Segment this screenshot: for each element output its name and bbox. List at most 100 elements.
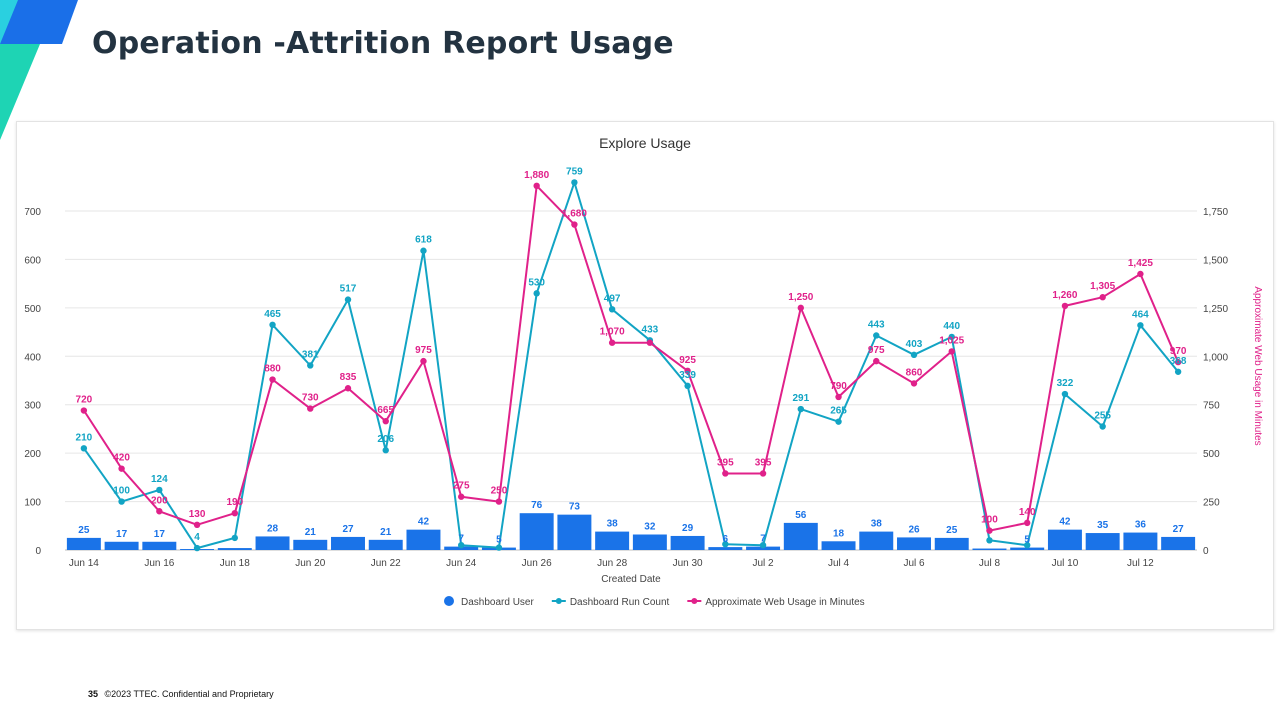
chart-title: Explore Usage	[599, 135, 691, 151]
run-count-data-label: 255	[1094, 411, 1111, 422]
run-count-data-label: 210	[76, 432, 93, 443]
run-count-point	[948, 333, 955, 341]
legend-label: Dashboard User	[461, 597, 534, 608]
bar-dashboard-user	[142, 541, 177, 550]
x-axis-title: Created Date	[601, 574, 661, 585]
bar-dashboard-user	[406, 529, 441, 550]
web-usage-data-label: 730	[302, 393, 319, 404]
bar-dashboard-user	[972, 548, 1007, 550]
run-count-point	[759, 541, 767, 549]
web-usage-point	[797, 304, 804, 312]
web-usage-data-label: 100	[981, 515, 998, 526]
run-count-data-label: 265	[830, 406, 847, 417]
bar-data-label: 73	[569, 502, 581, 513]
web-usage-point	[80, 407, 88, 414]
run-count-point	[1174, 368, 1182, 375]
bar-data-label: 56	[795, 510, 807, 521]
run-count-point	[835, 418, 842, 425]
bar-dashboard-user	[1010, 547, 1045, 550]
web-usage-point	[307, 405, 314, 412]
chart-card: Explore Usage 25 17 17 28 21 27 21 42 7 5 76 73 38 32…	[16, 121, 1274, 630]
web-usage-point	[1024, 519, 1031, 527]
bar-data-label: 29	[682, 523, 694, 534]
bar-data-label: 42	[418, 517, 430, 528]
run-count-point	[307, 362, 314, 369]
copyright-text: ©2023 TTEC. Confidential and Proprietary	[104, 689, 274, 699]
run-count-point	[193, 544, 201, 552]
x-tick-label: Jun 26	[522, 558, 552, 569]
y-tick-label: 200	[24, 449, 41, 460]
web-usage-data-label: 1,260	[1052, 290, 1077, 301]
web-usage-point	[608, 339, 616, 346]
web-usage-point	[269, 376, 276, 383]
web-usage-data-label: 395	[717, 457, 734, 468]
web-usage-data-label: 720	[76, 395, 93, 406]
y2-tick-label: 0	[1203, 546, 1209, 557]
run-count-data-label: 100	[113, 486, 130, 497]
run-count-data-label: 433	[642, 324, 659, 335]
bar-dashboard-user	[897, 537, 931, 550]
x-tick-label: Jun 20	[295, 558, 325, 569]
footer: 35 ©2023 TTEC. Confidential and Propriet…	[88, 689, 274, 699]
run-count-point	[1099, 423, 1106, 430]
run-count-data-label: 530	[528, 277, 545, 288]
run-count-data-label: 381	[302, 349, 319, 360]
web-usage-point	[231, 509, 238, 517]
bar-dashboard-user	[217, 548, 252, 550]
web-usage-data-label: 1,880	[524, 170, 549, 181]
web-usage-point	[835, 393, 842, 401]
bar-data-label: 21	[305, 527, 317, 538]
y2-tick-label: 250	[1203, 498, 1220, 509]
accent-cyan-shape	[0, 0, 18, 44]
run-count-point	[495, 544, 503, 551]
bar-data-label: 32	[644, 522, 656, 533]
y-tick-label: 400	[24, 352, 41, 363]
web-usage-point	[382, 417, 389, 425]
bar-data-label: 5	[496, 535, 502, 546]
web-usage-data-label: 860	[906, 367, 923, 378]
bar-dashboard-user	[66, 537, 101, 550]
run-count-point	[1061, 390, 1069, 398]
web-usage-point	[495, 498, 503, 505]
run-count-data-label: 124	[151, 474, 168, 485]
bar-dashboard-user	[821, 541, 856, 550]
web-usage-data-label: 1,070	[600, 327, 625, 338]
x-tick-label: Jul 6	[903, 558, 925, 569]
run-count-point	[344, 296, 352, 303]
bar-data-label: 25	[78, 525, 90, 536]
x-tick-label: Jul 2	[753, 558, 775, 569]
web-usage-point	[1174, 358, 1182, 366]
bar-data-label: 26	[908, 524, 920, 535]
bar-data-label: 38	[607, 519, 619, 530]
y2-tick-label: 1,750	[1203, 207, 1228, 218]
web-usage-data-label: 1,305	[1090, 281, 1115, 292]
web-usage-data-label: 1,025	[939, 335, 964, 346]
legend-label: Dashboard Run Count	[570, 597, 670, 608]
legend-label: Approximate Web Usage in Minutes	[705, 597, 864, 608]
web-usage-data-label: 420	[113, 453, 130, 464]
page-title: Operation -Attrition Report Usage	[92, 26, 674, 61]
accent-blue-shape	[0, 0, 78, 44]
accent-teal-shape	[0, 44, 40, 140]
run-count-data-label: 759	[566, 166, 583, 177]
bar-dashboard-user	[1047, 529, 1082, 550]
run-count-data-label: 440	[943, 321, 960, 332]
bar-dashboard-user	[519, 513, 554, 550]
run-count-point	[571, 179, 578, 186]
bar-data-label: 76	[531, 500, 543, 511]
web-usage-data-label: 1,250	[788, 292, 813, 303]
run-count-data-label: 517	[340, 284, 357, 295]
x-tick-label: Jul 12	[1127, 558, 1154, 569]
run-count-point	[458, 541, 465, 549]
y2-tick-label: 1,250	[1203, 304, 1228, 315]
y2-tick-label: 500	[1203, 449, 1220, 460]
run-count-data-label: 443	[868, 319, 885, 330]
x-tick-label: Jun 14	[69, 558, 99, 569]
bar-dashboard-user	[331, 536, 365, 550]
run-count-point	[231, 534, 238, 542]
bar-data-label: 36	[1135, 520, 1147, 531]
bar-data-label: 25	[946, 525, 958, 536]
bar-data-label: 17	[116, 529, 128, 540]
web-usage-point	[1099, 294, 1106, 301]
